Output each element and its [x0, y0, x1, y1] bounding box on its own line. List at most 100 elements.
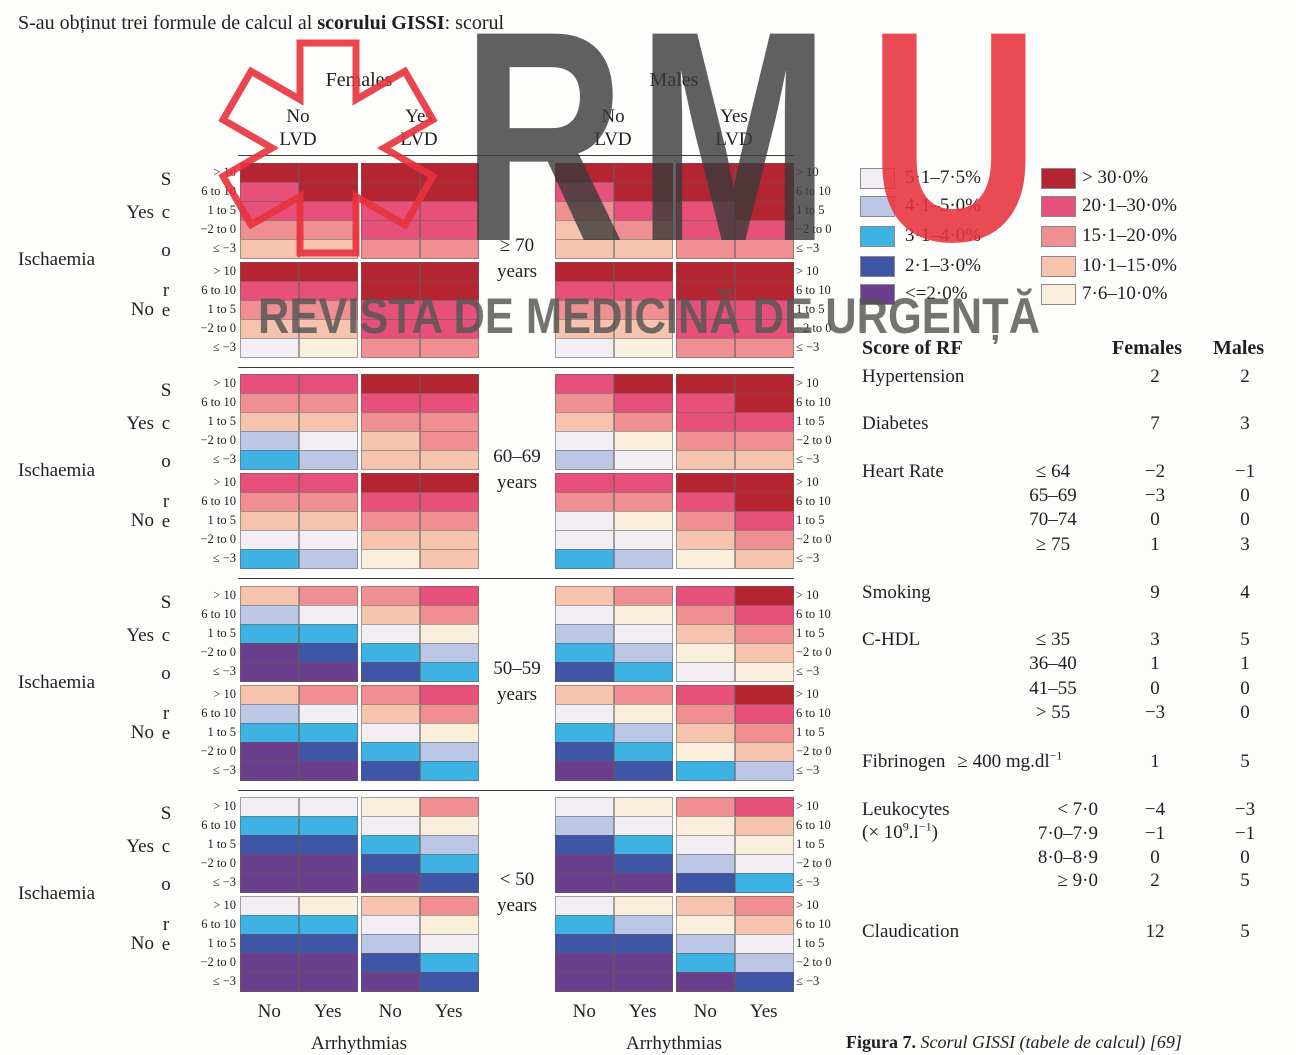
- heatmap-cell: [676, 742, 735, 762]
- heatmap-cell: [298, 220, 358, 240]
- heatmap-cell: [361, 393, 420, 413]
- score-value-males: 0: [1240, 678, 1250, 699]
- score-letter: o: [161, 240, 171, 261]
- table-row-name: Heart Rate: [862, 461, 944, 483]
- arrhythmia-value: No: [378, 1001, 402, 1022]
- header-males: Males: [649, 69, 699, 91]
- heatmap-cell: [613, 319, 673, 339]
- risk-factor-range: 70–74: [1029, 509, 1077, 530]
- score-letter: e: [161, 511, 171, 532]
- heatmap-cell: [734, 281, 794, 301]
- heatmap-cell: [361, 835, 420, 855]
- score-row-label: ≤ −3: [212, 551, 236, 565]
- score-row-label: > 10: [213, 475, 236, 489]
- heatmap-cell: [361, 281, 420, 301]
- heatmap-cell: [240, 374, 299, 394]
- heatmap-cell: [298, 262, 358, 282]
- heatmap-cell: [734, 854, 794, 874]
- score-row-label: ≤ −3: [212, 875, 236, 889]
- heatmap-cell: [419, 511, 479, 531]
- heatmap-cell: [676, 201, 735, 221]
- heatmap-cell: [240, 586, 299, 606]
- score-row-label: 6 to 10: [796, 283, 831, 297]
- score-value-males: 5: [1240, 629, 1250, 650]
- heatmap-cell: [555, 934, 614, 954]
- age-group-unit: years: [496, 472, 538, 493]
- heatmap-cell: [361, 816, 420, 836]
- heatmap-cell: [361, 262, 420, 282]
- heatmap-cell: [555, 761, 614, 781]
- heatmap-cell: [361, 338, 420, 358]
- score-row-label: > 10: [213, 165, 236, 179]
- heatmap-cell: [419, 816, 479, 836]
- score-row-label: > 10: [796, 588, 819, 602]
- heatmap-cell: [361, 163, 420, 183]
- heatmap-cell: [555, 300, 614, 320]
- heatmap-cell: [419, 281, 479, 301]
- heatmap-cell: [676, 511, 735, 531]
- score-letter: c: [161, 625, 171, 646]
- heatmap-cell: [613, 239, 673, 259]
- score-row-label: ≤ −3: [796, 452, 820, 466]
- heatmap-cell: [240, 854, 299, 874]
- heatmap-cell: [361, 473, 420, 493]
- heatmap-cell: [419, 896, 479, 916]
- score-row-label: > 10: [213, 376, 236, 390]
- heatmap-cell: [613, 934, 673, 954]
- heatmap-cell: [613, 854, 673, 874]
- heatmap-cell: [734, 201, 794, 221]
- heatmap-cell: [419, 742, 479, 762]
- risk-factor-range: 65–69: [1029, 485, 1077, 506]
- score-row-label: 6 to 10: [201, 184, 236, 198]
- heatmap-cell: [419, 338, 479, 358]
- heatmap-cell: [240, 742, 299, 762]
- header-lvd-line1: No: [601, 106, 625, 127]
- heatmap-cell: [240, 972, 299, 992]
- heatmap-cell: [734, 662, 794, 682]
- heatmap-cell: [613, 723, 673, 743]
- ischaemia-no-label: No: [130, 933, 154, 954]
- score-value-males: 1: [1240, 653, 1250, 674]
- score-row-label: > 10: [796, 165, 819, 179]
- heatmap-cell: [734, 873, 794, 893]
- heatmap-cell: [419, 586, 479, 606]
- heatmap-cell: [555, 723, 614, 743]
- heatmap-cell: [555, 704, 614, 724]
- heatmap-cell: [734, 605, 794, 625]
- heatmap-cell: [555, 319, 614, 339]
- legend-label: 7·6–10·0%: [1082, 283, 1168, 304]
- score-value-females: −3: [1144, 485, 1166, 506]
- score-letter: e: [161, 934, 171, 955]
- score-row-label: > 10: [213, 799, 236, 813]
- score-row-label: 1 to 5: [207, 626, 236, 640]
- heatmap-cell: [419, 549, 479, 569]
- heatmap-cell: [240, 163, 299, 183]
- ischaemia-yes-label: Yes: [126, 625, 154, 646]
- heatmap-cell: [240, 338, 299, 358]
- heatmap-cell: [676, 473, 735, 493]
- heatmap-cell: [298, 450, 358, 470]
- heatmap-cell: [676, 972, 735, 992]
- risk-factor-range: ≤ 35: [1035, 629, 1071, 650]
- heatmap-cell: [240, 797, 299, 817]
- heatmap-cell: [734, 797, 794, 817]
- heatmap-cell: [676, 412, 735, 432]
- heatmap-cell: [361, 511, 420, 531]
- legend-label: 3·1–4·0%: [905, 225, 981, 246]
- heatmap-cell: [734, 163, 794, 183]
- heatmap-cell: [298, 182, 358, 202]
- heatmap-cell: [419, 972, 479, 992]
- arrhythmia-value: Yes: [749, 1001, 778, 1022]
- score-row-label: 1 to 5: [207, 302, 236, 316]
- heatmap-cell: [676, 182, 735, 202]
- heatmap-cell: [676, 816, 735, 836]
- score-value-females: 0: [1150, 678, 1160, 699]
- score-value-females: 1: [1150, 653, 1160, 674]
- heatmap-cell: [298, 723, 358, 743]
- heatmap-cell: [240, 412, 299, 432]
- heatmap-cell: [298, 685, 358, 705]
- heatmap-cell: [361, 549, 420, 569]
- score-value-females: 1: [1150, 751, 1160, 772]
- score-value-females: 0: [1150, 847, 1160, 868]
